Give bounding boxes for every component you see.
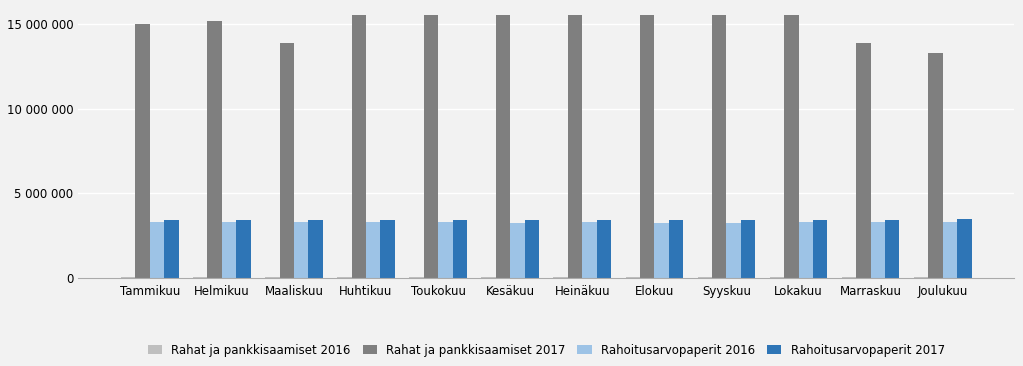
Bar (871, 223, 885, 278)
Bar (222, 222, 236, 278)
Bar (525, 220, 539, 278)
Bar (741, 220, 755, 278)
Bar (482, 277, 496, 278)
Bar (438, 223, 452, 278)
Bar (928, 53, 942, 278)
Bar (799, 223, 813, 278)
Bar (885, 220, 899, 278)
Bar (208, 20, 222, 278)
Bar (338, 277, 352, 278)
Bar (236, 220, 251, 278)
Bar (842, 277, 856, 278)
Bar (265, 277, 279, 278)
Bar (568, 15, 582, 278)
Bar (784, 15, 799, 278)
Bar (726, 223, 741, 278)
Bar (121, 277, 135, 278)
Bar (640, 15, 655, 278)
Bar (596, 220, 611, 278)
Bar (582, 223, 596, 278)
Bar (165, 220, 179, 278)
Bar (625, 277, 640, 278)
Bar (698, 277, 712, 278)
Bar (149, 222, 165, 278)
Bar (279, 42, 294, 278)
Bar (669, 220, 683, 278)
Bar (942, 223, 958, 278)
Bar (366, 223, 381, 278)
Bar (769, 277, 784, 278)
Bar (308, 220, 323, 278)
Bar (510, 223, 525, 278)
Bar (958, 219, 972, 278)
Bar (352, 15, 366, 278)
Bar (856, 42, 871, 278)
Legend: Rahat ja pankkisaamiset 2016, Rahat ja pankkisaamiset 2017, Rahoitusarvopaperit : Rahat ja pankkisaamiset 2016, Rahat ja p… (147, 344, 944, 357)
Bar (553, 277, 568, 278)
Bar (135, 24, 149, 278)
Bar (452, 220, 466, 278)
Bar (193, 277, 208, 278)
Bar (914, 277, 928, 278)
Bar (712, 15, 726, 278)
Bar (813, 220, 828, 278)
Bar (655, 223, 669, 278)
Bar (381, 220, 395, 278)
Bar (496, 15, 510, 278)
Bar (294, 222, 308, 278)
Bar (424, 15, 438, 278)
Bar (409, 277, 424, 278)
